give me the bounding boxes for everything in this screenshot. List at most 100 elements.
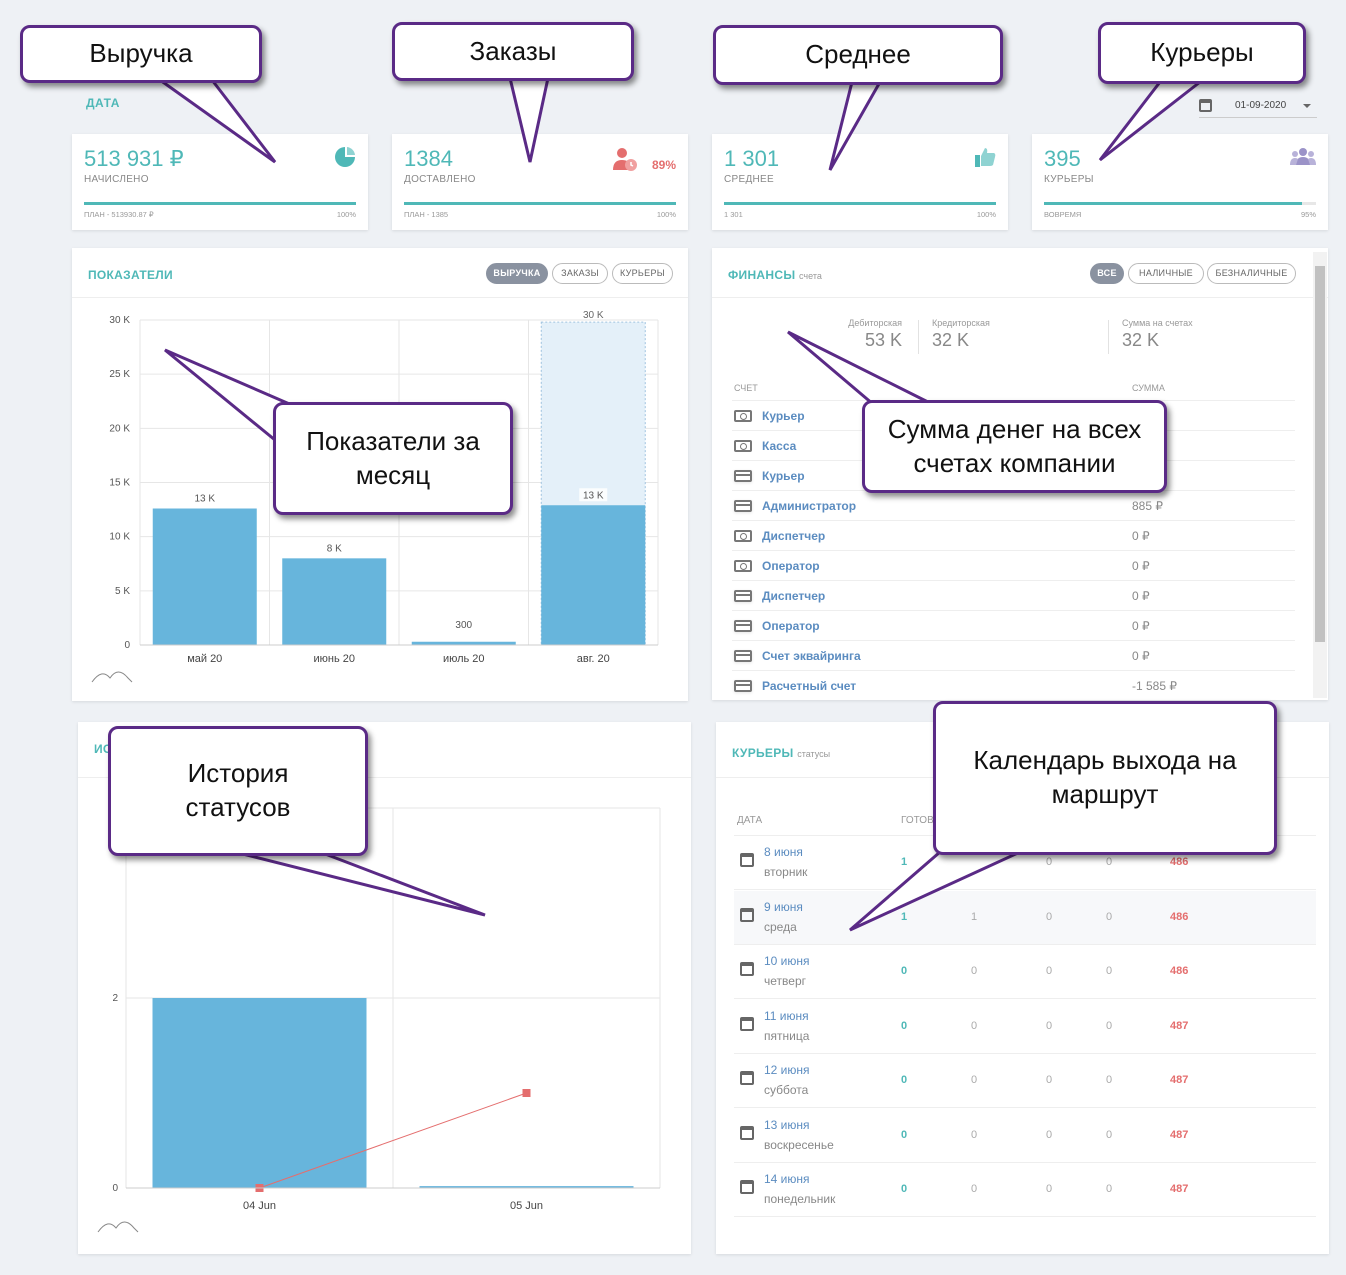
- calendar-count: 0: [1046, 965, 1053, 977]
- calendar-weekday: воскресенье: [764, 1137, 834, 1152]
- divider: [918, 320, 919, 354]
- calendar-count: 0: [1106, 1128, 1113, 1141]
- account-row[interactable]: Расчетный счет -1 585 ₽: [732, 671, 1295, 700]
- stat-value: 32 K: [932, 330, 970, 350]
- calendar-count: 487: [1170, 1183, 1189, 1195]
- callout-average: Среднее: [713, 25, 1003, 85]
- calendar-count: 0: [901, 1019, 908, 1032]
- calendar-count: 0: [1046, 1074, 1053, 1086]
- revenue-bar[interactable]: [541, 505, 646, 645]
- tab-couriers[interactable]: КУРЬЕРЫ: [612, 263, 673, 284]
- zoom-navigator-icon[interactable]: [91, 671, 133, 683]
- date-picker[interactable]: 01-09-2020: [1199, 96, 1317, 118]
- value-label: 300: [455, 620, 472, 631]
- calendar-date[interactable]: 13 июня: [764, 1117, 810, 1132]
- scrollbar-thumb[interactable]: [1315, 266, 1325, 642]
- calendar-weekday: четверг: [764, 974, 806, 988]
- status-bar[interactable]: [152, 998, 367, 1188]
- calendar-count: 1: [901, 856, 908, 868]
- scrollbar[interactable]: [1313, 252, 1327, 698]
- calendar-row[interactable]: 9 июня среда 1 1 0 0 486: [734, 890, 1316, 945]
- calendar-date[interactable]: 8 июня: [764, 845, 803, 859]
- value-label: 8 K: [327, 543, 342, 554]
- calendar-date[interactable]: 12 июня: [764, 1063, 810, 1077]
- y-tick-label: 30 K: [109, 315, 130, 326]
- card-icon: [734, 470, 752, 482]
- users-icon: [1290, 148, 1316, 165]
- tab-orders[interactable]: ЗАКАЗЫ: [552, 263, 608, 284]
- calendar-weekday: вторник: [764, 865, 808, 879]
- kpi-percent: 95%: [1300, 210, 1316, 219]
- account-name[interactable]: Администратор: [762, 499, 857, 513]
- calendar-icon: [740, 853, 754, 867]
- tab-all[interactable]: ВСЕ: [1090, 263, 1124, 284]
- account-name[interactable]: Оператор: [762, 619, 820, 633]
- kpi-progress: [1044, 202, 1316, 205]
- account-row[interactable]: Диспетчер 0 ₽: [732, 581, 1295, 611]
- y-tick-label: 10 K: [109, 532, 130, 543]
- value-label-bg: [320, 541, 349, 555]
- kpi-plan: 1 301: [724, 210, 743, 219]
- zoom-navigator-icon[interactable]: [97, 1221, 139, 1233]
- calendar-row[interactable]: 12 июня суббота 0 0 0 0 487: [734, 1054, 1316, 1108]
- tab-cashless[interactable]: БЕЗНАЛИЧНЫЕ: [1207, 263, 1296, 284]
- calendar-count: 0: [1046, 910, 1053, 923]
- indicators-chart: 0 5 K 10 K 15 K 20 K 25 K 30 K 13 K май 20 8 K июн…: [91, 310, 659, 683]
- account-name[interactable]: Диспетчер: [762, 529, 826, 543]
- stat-label: Кредиторская: [932, 318, 990, 328]
- account-name[interactable]: Счет эквайринга: [762, 649, 861, 663]
- finance-subtitle: счета: [799, 271, 822, 281]
- accounts-total-stat: Сумма на счетах 32 K: [1122, 318, 1222, 351]
- account-row[interactable]: Администратор 885 ₽: [732, 491, 1295, 521]
- revenue-bar[interactable]: [152, 508, 257, 646]
- kpi-revenue-card: 513 931 ₽ НАЧИСЛЕНО ПЛАН - 513930.87 ₽ 1…: [72, 134, 368, 230]
- calendar-row[interactable]: 8 июня вторник 1 0 0 486: [734, 836, 1316, 890]
- tab-revenue[interactable]: ВЫРУЧКА: [486, 263, 548, 284]
- revenue-bar[interactable]: [411, 641, 516, 645]
- calendar-row[interactable]: 13 июня воскресенье 0 0 0 0 487: [734, 1109, 1316, 1163]
- account-row[interactable]: Счет эквайринга 0 ₽: [732, 641, 1295, 671]
- account-sum: -1 585 ₽: [1132, 679, 1177, 693]
- calendar-date[interactable]: 10 июня: [764, 954, 810, 968]
- calendar-count: 0: [1106, 856, 1113, 868]
- calendar-count: 486: [1170, 856, 1189, 868]
- calendar-count: 1: [901, 910, 908, 923]
- callout-couriers: Курьеры: [1098, 22, 1306, 84]
- kpi-progress-fill: [404, 202, 676, 205]
- status-bar[interactable]: [419, 1186, 634, 1188]
- account-row[interactable]: Оператор 0 ₽: [732, 551, 1295, 581]
- calendar-count: 487: [1170, 1019, 1189, 1032]
- account-row[interactable]: Оператор 0 ₽: [732, 611, 1295, 641]
- calendar-date[interactable]: 14 июня: [764, 1172, 810, 1186]
- divider: [72, 297, 688, 298]
- calendar-row[interactable]: 14 июня понедельник 0 0 0 0 487: [734, 1163, 1316, 1217]
- callout-accounts-money: Сумма денег на всех счетах компании: [862, 400, 1167, 493]
- account-name[interactable]: Курьер: [762, 409, 805, 423]
- value-label: 13 K: [583, 490, 604, 501]
- account-name[interactable]: Диспетчер: [762, 589, 826, 603]
- date-value: 01-09-2020: [1235, 100, 1287, 111]
- kpi-value: 395: [1044, 146, 1081, 171]
- account-name[interactable]: Расчетный счет: [762, 679, 857, 693]
- column-sum: СУММА: [1132, 383, 1165, 393]
- kpi-progress: [404, 202, 676, 205]
- account-name[interactable]: Касса: [762, 439, 797, 453]
- calendar-date[interactable]: 9 июня: [764, 899, 803, 914]
- kpi-average-card: 1 301 СРЕДНЕЕ 1 301 100%: [712, 134, 1008, 230]
- calendar-row[interactable]: 11 июня пятница 0 0 0 0 487: [734, 1000, 1316, 1054]
- revenue-bar[interactable]: [282, 558, 387, 645]
- thumbs-up-icon: [975, 148, 996, 167]
- y-tick-label: 2: [112, 993, 118, 1004]
- account-name[interactable]: Оператор: [762, 559, 820, 573]
- calendar-row[interactable]: 10 июня четверг 0 0 0 0 486: [734, 945, 1316, 999]
- account-name[interactable]: Курьер: [762, 469, 805, 483]
- divider: [1108, 320, 1109, 354]
- finance-panel: ФИНАНСЫ счета ВСЕ НАЛИЧНЫЕ БЕЗНАЛИЧНЫЕ Д…: [712, 248, 1328, 700]
- cash-icon: [734, 560, 752, 572]
- status-point[interactable]: [522, 1089, 531, 1097]
- calendar-count: 0: [901, 1128, 908, 1141]
- calendar-date[interactable]: 11 июня: [764, 1008, 809, 1023]
- kpi-label: КУРЬЕРЫ: [1044, 174, 1094, 185]
- tab-cash[interactable]: НАЛИЧНЫЕ: [1128, 263, 1204, 284]
- account-row[interactable]: Диспетчер 0 ₽: [732, 521, 1295, 551]
